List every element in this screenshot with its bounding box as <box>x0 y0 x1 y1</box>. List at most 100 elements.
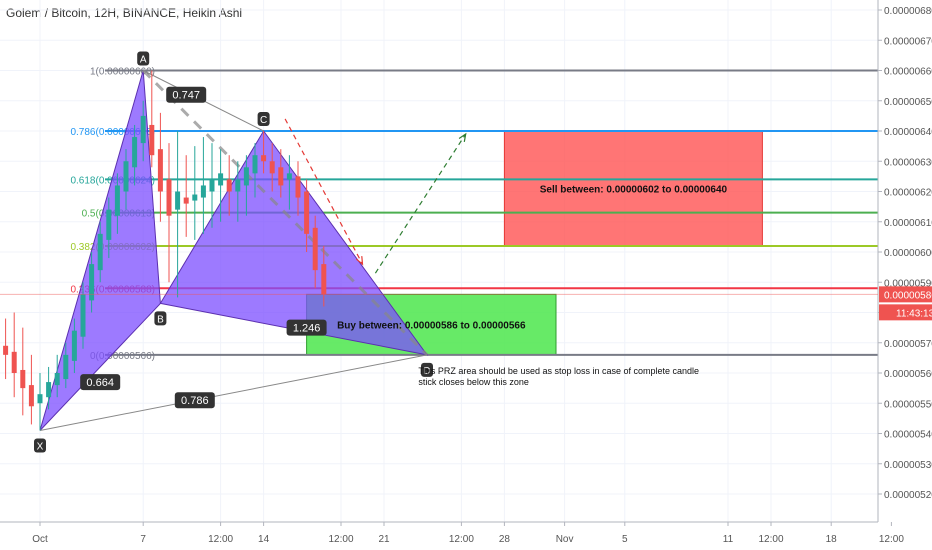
fib-level-label: 0.786(0.00000640) <box>70 127 155 138</box>
candle-body[interactable] <box>278 167 284 186</box>
candle-body[interactable] <box>304 191 310 234</box>
x-tick-label: 28 <box>499 534 511 545</box>
candle-body[interactable] <box>192 194 198 201</box>
fib-level-label: 1(0.00000660) <box>90 67 155 78</box>
point-label-b: B <box>157 314 164 325</box>
candle-body[interactable] <box>106 209 112 240</box>
point-label-bg <box>154 311 167 326</box>
prz-note-text: stick closes below this zone <box>418 377 529 387</box>
down-projection-arrow[interactable] <box>284 118 364 265</box>
y-tick-label: 0.00000620 <box>884 188 932 199</box>
candle-body[interactable] <box>3 345 9 355</box>
ratio-label-bg <box>286 319 327 336</box>
point-label-bg <box>421 362 433 377</box>
candle-body[interactable] <box>80 294 86 337</box>
y-tick-label: 0.00000630 <box>884 157 932 168</box>
x-tick-label: 21 <box>378 534 390 545</box>
candle-body[interactable] <box>175 191 181 210</box>
candle-body[interactable] <box>252 155 258 174</box>
candle-body[interactable] <box>200 185 206 198</box>
candle-body[interactable] <box>269 161 275 174</box>
candle-body[interactable] <box>11 351 17 373</box>
candle-body[interactable] <box>140 115 146 144</box>
candle-body[interactable] <box>218 173 224 186</box>
candle-body[interactable] <box>226 179 232 192</box>
candle-body[interactable] <box>321 264 327 295</box>
candle-body[interactable] <box>149 124 155 156</box>
candle-body[interactable] <box>235 179 241 192</box>
candle-body[interactable] <box>243 167 249 186</box>
candle-body[interactable] <box>209 179 215 192</box>
x-tick-label: 12:00 <box>328 534 353 545</box>
candle-body[interactable] <box>89 264 95 301</box>
fib-level-label: 0(0.00000566) <box>90 351 155 362</box>
up-projection-arrow[interactable] <box>374 133 467 274</box>
y-tick-label: 0.00000590 <box>884 278 932 289</box>
y-tick-label: 0.00000570 <box>884 339 932 350</box>
candle-body[interactable] <box>261 155 267 162</box>
candle-body[interactable] <box>166 179 172 216</box>
ratio-label-bg <box>174 392 215 409</box>
candle-body[interactable] <box>286 173 292 180</box>
candle-body[interactable] <box>46 382 52 398</box>
down-projection-arrow-head <box>355 256 364 266</box>
candle-body[interactable] <box>20 369 26 389</box>
x-tick-label: 7 <box>140 534 146 545</box>
x-tick-label: 12:00 <box>879 534 904 545</box>
x-tick-label: Oct <box>32 534 48 545</box>
point-label-bg <box>137 51 150 66</box>
candle-body[interactable] <box>157 149 163 192</box>
sell-zone-label: Sell between: 0.00000602 to 0.00000640 <box>540 184 728 195</box>
x-tick-label: 12:00 <box>758 534 783 545</box>
y-tick-label: 0.00000530 <box>884 460 932 471</box>
x-tick-label: Nov <box>556 534 574 545</box>
candle-body[interactable] <box>114 185 120 216</box>
y-tick-label: 0.00000540 <box>884 430 932 441</box>
x-tick-label: 18 <box>826 534 838 545</box>
countdown-label: 11:43:13 <box>896 308 932 319</box>
point-label-c: C <box>260 115 267 126</box>
up-projection-arrow-head <box>458 132 467 143</box>
xd-line <box>39 354 428 431</box>
y-tick-label: 0.00000520 <box>884 490 932 501</box>
current-price-label: 0.00000586 <box>884 290 932 301</box>
y-tick-label: 0.00000550 <box>884 399 932 410</box>
y-tick-label: 0.00000650 <box>884 97 932 108</box>
candle-body[interactable] <box>97 233 103 271</box>
y-tick-label: 0.00000680 <box>884 6 932 17</box>
candle-body[interactable] <box>132 137 138 168</box>
candle-body[interactable] <box>28 385 34 407</box>
ad-dashed-line <box>142 69 429 356</box>
candle-body[interactable] <box>312 227 318 271</box>
ratio-label: 0.747 <box>172 90 200 102</box>
countdown-badge <box>879 304 932 321</box>
ratio-label: 0.664 <box>86 377 114 389</box>
candle-body[interactable] <box>54 373 60 386</box>
candle-body[interactable] <box>295 176 301 198</box>
candle-body[interactable] <box>183 197 189 204</box>
point-label-bg <box>34 438 46 453</box>
point-label-x: X <box>37 441 44 452</box>
y-tick-label: 0.00000670 <box>884 36 932 47</box>
y-tick-label: 0.00000560 <box>884 369 932 380</box>
current-price-badge[interactable] <box>879 286 932 303</box>
x-tick-label: 5 <box>622 534 628 545</box>
candle-body[interactable] <box>71 330 77 361</box>
price-axis-bg <box>878 0 932 550</box>
ratio-label-bg <box>80 374 121 391</box>
ratio-label: 0.786 <box>181 395 209 407</box>
candle-body[interactable] <box>37 394 43 404</box>
prz-note-text: This PRZ area should be used as stop los… <box>418 366 699 376</box>
point-label-d: D <box>423 366 430 377</box>
candle-body[interactable] <box>123 161 129 192</box>
candle-body[interactable] <box>63 354 69 380</box>
buy-zone-label: Buy between: 0.00000586 to 0.00000566 <box>337 321 526 332</box>
x-tick-label: 11 <box>723 534 734 545</box>
ratio-label: 1.246 <box>293 323 321 335</box>
sell-zone-box[interactable] <box>503 130 763 247</box>
point-label-bg <box>257 112 270 126</box>
y-tick-label: 0.00000640 <box>884 127 932 138</box>
y-tick-label: 0.00000600 <box>884 248 932 259</box>
ratio-label-bg <box>166 86 207 103</box>
